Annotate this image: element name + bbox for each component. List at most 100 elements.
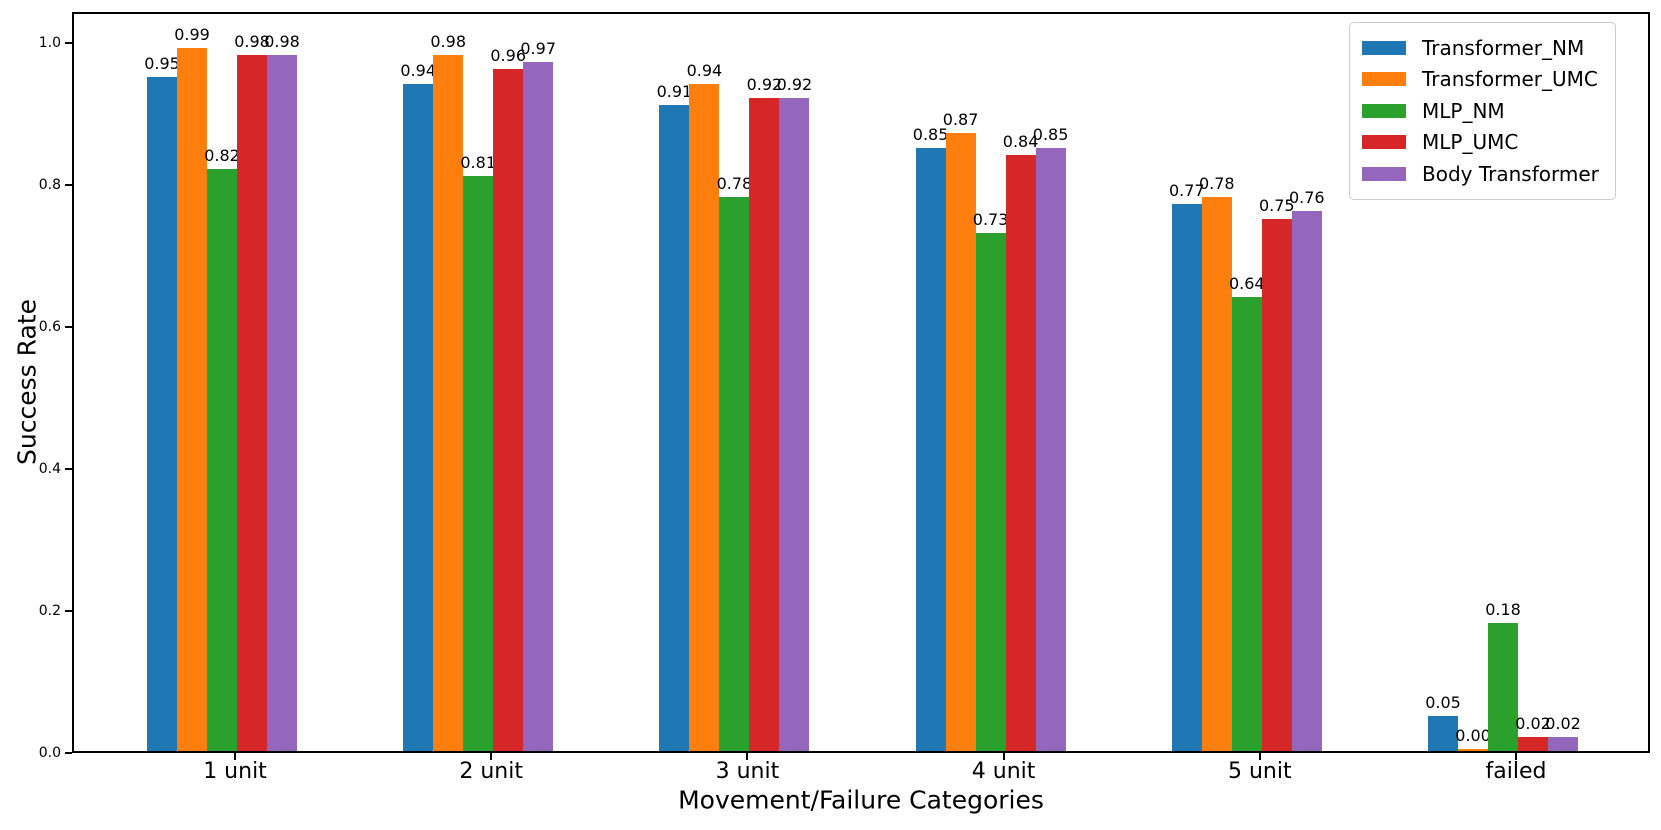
bar-value-label: 0.05 xyxy=(1425,692,1461,712)
bar-value-label: 0.64 xyxy=(1228,273,1265,293)
bar-value-label: 0.75 xyxy=(1258,195,1295,215)
bar-value-label: 0.84 xyxy=(1002,131,1039,151)
bar-value-label: 0.92 xyxy=(746,74,783,94)
bar-value-label: 0.92 xyxy=(776,74,813,94)
bar xyxy=(719,197,750,751)
x-tick-label: 4 unit xyxy=(971,759,1036,784)
bar xyxy=(523,62,554,751)
legend-swatch xyxy=(1362,103,1406,118)
legend-item-label: Transformer_UMC xyxy=(1422,67,1598,92)
bar-value-label: 0.98 xyxy=(234,32,270,52)
x-tick-mark xyxy=(1515,753,1517,760)
legend: Transformer_NM Transformer_UMC MLP_NM MLP_U… xyxy=(1349,22,1616,200)
bar-value-label: 0.02 xyxy=(1515,713,1551,733)
bar xyxy=(1548,736,1578,751)
y-tick-label: 1.0 xyxy=(38,35,61,51)
x-tick-mark xyxy=(234,753,236,760)
bar-value-label: 0.82 xyxy=(204,145,240,165)
bar-value-label: 0.94 xyxy=(686,60,723,80)
x-tick-mark xyxy=(490,753,493,760)
bar xyxy=(433,55,464,751)
bar xyxy=(1171,204,1202,751)
bar-value-label: 0.94 xyxy=(400,60,436,80)
y-axis-label: Success Rate xyxy=(12,299,42,465)
bar xyxy=(1035,147,1066,751)
bar-value-label: 0.98 xyxy=(430,32,466,52)
bar-value-label: 0.96 xyxy=(490,46,526,66)
legend-swatch xyxy=(1362,135,1406,150)
bar xyxy=(267,55,297,751)
bar-value-label: 0.00 xyxy=(1455,725,1491,745)
bar-value-label: 0.85 xyxy=(912,124,949,144)
y-tick-mark xyxy=(65,42,72,44)
bar xyxy=(945,133,976,751)
legend-item: Transformer_NM xyxy=(1362,32,1599,64)
y-tick-label: 0.6 xyxy=(38,319,61,335)
bar xyxy=(237,55,267,751)
bar xyxy=(1428,715,1458,751)
bar xyxy=(915,147,946,751)
bar-value-label: 0.98 xyxy=(264,32,300,52)
bar xyxy=(1458,748,1488,751)
bar-value-label: 0.95 xyxy=(144,53,180,73)
bar xyxy=(463,175,494,751)
bar-value-label: 0.78 xyxy=(716,174,753,194)
legend-item: MLP_UMC xyxy=(1362,127,1599,159)
bar xyxy=(493,69,524,751)
x-axis-label: Movement/Failure Categories xyxy=(678,785,1044,815)
bar-value-label: 0.76 xyxy=(1288,188,1325,208)
bar xyxy=(147,76,177,751)
legend-item-label: Body Transformer xyxy=(1422,161,1599,186)
bar xyxy=(207,168,237,751)
legend-swatch xyxy=(1362,166,1406,181)
bar-value-label: 0.91 xyxy=(656,81,693,101)
y-tick-label: 0.4 xyxy=(38,461,61,477)
legend-item: Body Transformer xyxy=(1362,158,1599,190)
bar xyxy=(1261,218,1292,751)
bar-value-label: 0.81 xyxy=(460,152,496,172)
bar xyxy=(659,104,690,751)
bar-value-label: 0.99 xyxy=(174,25,210,45)
x-tick-label: 3 unit xyxy=(715,759,780,784)
bar xyxy=(1518,736,1548,751)
x-tick-mark xyxy=(746,753,749,760)
y-tick-mark xyxy=(65,752,72,754)
bar xyxy=(1231,296,1262,751)
bar-value-label: 0.77 xyxy=(1168,181,1205,201)
legend-item: Transformer_UMC xyxy=(1362,64,1599,96)
bar-value-label: 0.18 xyxy=(1485,600,1521,620)
x-tick-mark xyxy=(1258,753,1261,760)
x-tick-label: 2 unit xyxy=(459,759,523,784)
bar xyxy=(1291,211,1322,751)
bar xyxy=(975,232,1006,751)
bar xyxy=(689,83,720,751)
bar xyxy=(749,97,780,751)
bar xyxy=(1488,623,1518,751)
x-tick-mark xyxy=(1002,753,1005,760)
bar-value-label: 0.87 xyxy=(942,110,979,130)
bar-value-label: 0.78 xyxy=(1198,174,1235,194)
y-tick-label: 0.0 xyxy=(38,745,61,761)
legend-swatch xyxy=(1362,40,1406,55)
x-tick-label: 1 unit xyxy=(203,759,267,784)
bar xyxy=(1005,154,1036,751)
y-tick-mark xyxy=(65,326,72,328)
bar xyxy=(779,97,810,751)
bar-value-label: 0.97 xyxy=(520,39,556,59)
y-tick-label: 0.8 xyxy=(38,177,61,193)
legend-item: MLP_NM xyxy=(1362,95,1599,127)
bar-value-label: 0.73 xyxy=(972,209,1009,229)
legend-item-label: MLP_NM xyxy=(1422,98,1505,123)
bar-value-label: 0.85 xyxy=(1032,124,1069,144)
bar xyxy=(1201,197,1232,751)
x-tick-label: failed xyxy=(1485,759,1547,784)
y-tick-label: 0.2 xyxy=(38,603,61,619)
bar-value-label: 0.02 xyxy=(1545,713,1581,733)
y-tick-mark xyxy=(65,184,72,186)
x-tick-label: 5 unit xyxy=(1227,759,1292,784)
legend-item-label: MLP_UMC xyxy=(1422,130,1519,155)
legend-swatch xyxy=(1362,72,1406,87)
legend-item-label: Transformer_NM xyxy=(1422,35,1585,60)
y-tick-mark xyxy=(65,468,72,470)
